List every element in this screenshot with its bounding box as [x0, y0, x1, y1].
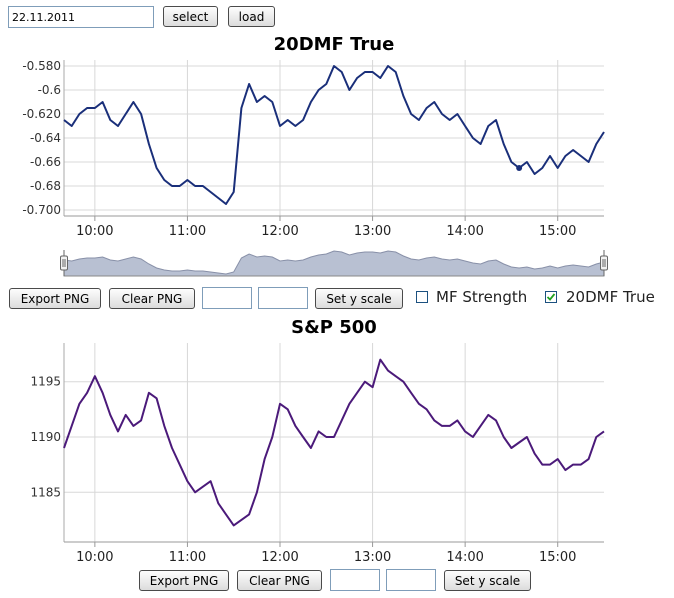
y-tick-label: -0.620	[22, 107, 61, 121]
navigator-right-handle[interactable]	[600, 250, 608, 276]
range-navigator[interactable]	[0, 248, 674, 298]
mf-strength-label: MF Strength	[436, 288, 528, 306]
navigator-left-handle[interactable]	[60, 250, 68, 276]
chart2-clear-png-button[interactable]: Clear PNG	[237, 570, 322, 591]
x-tick-label: 15:00	[539, 550, 576, 565]
chart1-set-y-scale-button[interactable]: Set y scale	[315, 288, 403, 309]
x-tick-label: 10:00	[76, 224, 113, 239]
chart1-range-field-1[interactable]	[202, 287, 252, 309]
chart2-range-field-2[interactable]	[386, 569, 436, 591]
y-tick-label: -0.68	[30, 179, 61, 193]
x-tick-label: 12:00	[261, 224, 298, 239]
chart1-export-png-button[interactable]: Export PNG	[9, 288, 101, 309]
checkmark-icon	[546, 293, 556, 301]
x-tick-label: 10:00	[76, 550, 113, 565]
chart1-clear-png-button[interactable]: Clear PNG	[109, 288, 195, 309]
mf-strength-checkbox[interactable]	[416, 291, 428, 303]
y-tick-label: -0.6	[38, 83, 61, 97]
chart2-plot: 1185 1190 1195 10:00 11:00 12:00 13:00 14:00 15:…	[30, 343, 605, 565]
x-tick-label: 14:00	[446, 550, 483, 565]
y-tick-label: 1185	[30, 485, 61, 499]
y-tick-label: -0.700	[22, 203, 61, 217]
y-tick-label: 1190	[30, 430, 61, 444]
x-tick-label: 11:00	[169, 550, 206, 565]
chart2-title: S&P 500	[291, 317, 377, 338]
series-line	[63, 358, 605, 527]
x-tick-label: 13:00	[354, 224, 391, 239]
date-input[interactable]	[8, 6, 154, 28]
20dmf-true-checkbox[interactable]	[545, 291, 557, 303]
y-tick-label: -0.580	[22, 59, 61, 73]
x-tick-label: 15:00	[539, 224, 576, 239]
chart2-export-png-button[interactable]: Export PNG	[139, 570, 229, 591]
chart2-set-y-scale-button[interactable]: Set y scale	[444, 570, 531, 591]
chart2-range-field-1[interactable]	[330, 569, 380, 591]
y-tick-label: -0.66	[30, 155, 61, 169]
chart1-range-field-2[interactable]	[258, 287, 308, 309]
chart1-title: 20DMF True	[273, 34, 395, 55]
chart1-plot: -0.580 -0.6 -0.620 -0.64 -0.66 -0.68 -0.700 10:…	[22, 59, 605, 239]
load-button[interactable]: load	[228, 6, 275, 27]
x-tick-label: 12:00	[261, 550, 298, 565]
series-line	[63, 65, 605, 205]
navigator-area	[63, 250, 605, 277]
y-tick-label: 1195	[30, 375, 61, 389]
x-tick-label: 14:00	[446, 224, 483, 239]
select-button[interactable]: select	[163, 6, 218, 27]
x-tick-label: 13:00	[354, 550, 391, 565]
y-tick-label: -0.64	[30, 131, 61, 145]
x-tick-label: 11:00	[169, 224, 206, 239]
20dmf-true-label: 20DMF True	[566, 288, 655, 306]
hover-point-marker	[516, 165, 523, 171]
